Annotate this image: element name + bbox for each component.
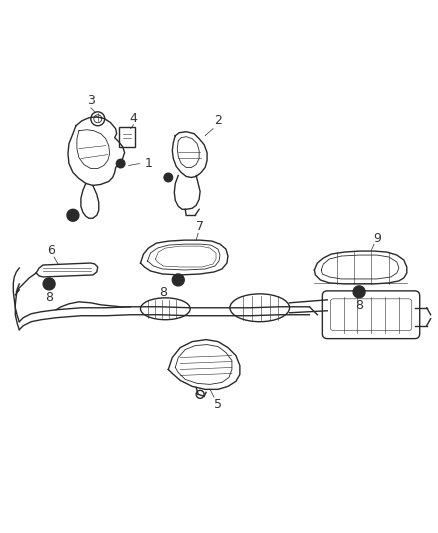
Text: 1: 1 (145, 157, 152, 170)
Text: 6: 6 (47, 244, 55, 256)
Text: 9: 9 (373, 232, 381, 245)
Circle shape (353, 286, 365, 298)
Circle shape (116, 158, 126, 168)
Text: 8: 8 (45, 292, 53, 304)
Text: 4: 4 (130, 112, 138, 125)
Circle shape (172, 274, 184, 286)
Text: 8: 8 (159, 286, 167, 300)
Text: 2: 2 (214, 114, 222, 127)
Text: 3: 3 (87, 94, 95, 107)
Circle shape (43, 278, 55, 290)
Text: 5: 5 (214, 398, 222, 411)
Text: 7: 7 (196, 220, 204, 233)
Circle shape (163, 173, 173, 182)
Text: 8: 8 (355, 300, 363, 312)
Circle shape (67, 209, 79, 221)
